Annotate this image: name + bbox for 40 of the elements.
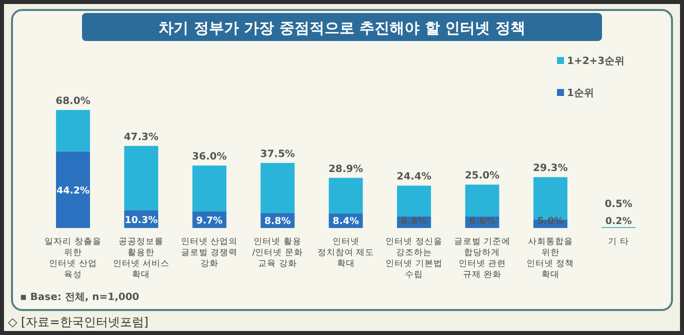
total-label: 37.5% [260,148,295,160]
text: ◇ [자료=한국인터넷포럼] [8,315,148,329]
text: ▪ Base: 전체, n=1,000 [20,292,140,303]
data-label: 8.4% [332,216,360,227]
total-label: 25.0% [464,170,500,182]
bar [56,110,90,152]
bar [260,162,295,213]
bar [397,186,431,216]
x-tick-label: 글로벌 기준에 합당하게 인터넷 관련 규제 완화 [454,237,511,280]
x-tick-label: 기 타 [608,237,629,247]
data-label: 44.2% [56,186,90,197]
bar [56,151,90,228]
x-tick-label: 인터넷 산업의 글로벌 경쟁력 강화 [181,237,238,269]
data-label: 6.8% [400,216,428,227]
data-label: 6.6% [469,216,496,227]
data-label: 8.8% [264,216,292,227]
x-tick-label: 공공정보를 활용한 인터넷 서비스 확대 [112,237,170,280]
legend-label: 1순위 [567,88,594,99]
chart-title: 차기 정부가 가장 중점적으로 추진해야 할 인터넷 정책 [158,19,526,37]
data-label: 5.0% [537,216,564,227]
data-label: 0.2% [605,216,632,227]
bar [328,178,363,214]
bar [192,166,226,212]
total-label: 29.3% [533,163,568,174]
x-tick-label: 인터넷 정신을 강조하는 인터넷 기본법 수립 [386,237,442,280]
total-label: 0.5% [604,199,632,210]
x-tick-label: 인터넷 활용 /인터넷 문화 교육 강화 [252,237,303,269]
total-label: 36.0% [192,152,227,163]
data-label: 10.3% [124,215,158,226]
total-label: 28.9% [328,164,364,175]
bar [465,184,500,217]
x-tick-label: 인터넷 정치참여 제도 확대 [317,237,374,269]
total-label: 24.4% [396,172,432,183]
total-label: 68.0% [56,96,90,107]
x-tick-label: 사회통합을 위한 인터넷 정책 확대 [526,237,574,280]
data-label: 9.7% [196,216,224,227]
total-label: 47.3% [124,132,159,143]
x-tick-label: 일자리 창출을 위한 인터넷 산업 육성 [44,237,102,280]
legend-label: 1+2+3순위 [567,56,625,67]
bar [124,146,158,210]
